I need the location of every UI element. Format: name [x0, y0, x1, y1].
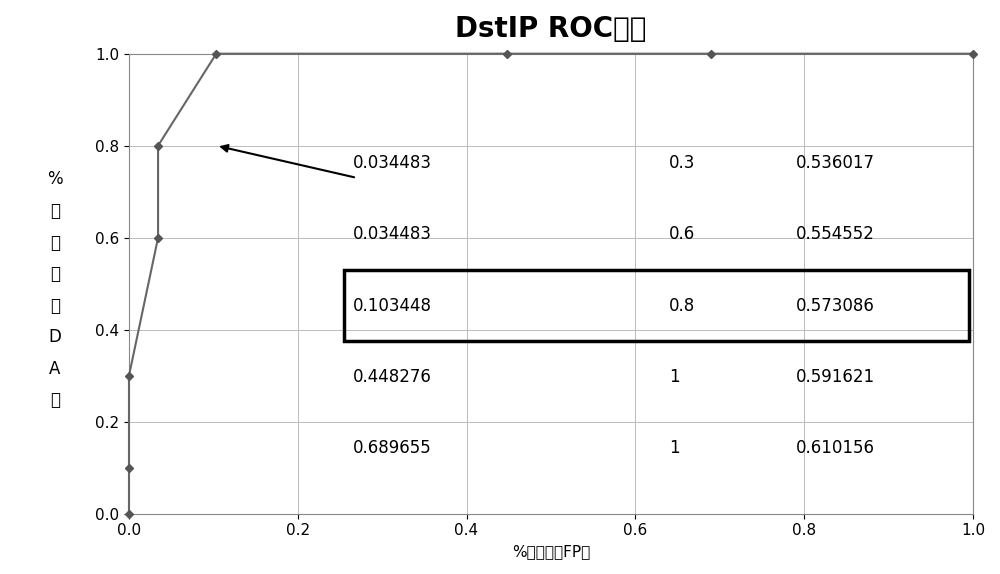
Text: 0.536017: 0.536017: [796, 154, 875, 172]
Text: 0.610156: 0.610156: [796, 439, 875, 457]
Text: 0.689655: 0.689655: [353, 439, 431, 457]
Text: （: （: [50, 297, 60, 315]
Text: 率: 率: [50, 265, 60, 283]
Text: %: %: [47, 170, 63, 188]
Text: 检: 检: [50, 202, 60, 220]
Text: 0.591621: 0.591621: [796, 368, 875, 386]
Text: 测: 测: [50, 234, 60, 251]
Text: 1: 1: [669, 368, 680, 386]
Text: 0.034483: 0.034483: [353, 225, 432, 243]
Title: DstIP ROC曲线: DstIP ROC曲线: [455, 15, 647, 43]
Text: 0.554552: 0.554552: [796, 225, 875, 243]
Text: 0.448276: 0.448276: [353, 368, 431, 386]
Text: ）: ）: [50, 391, 60, 409]
Text: 0.034483: 0.034483: [353, 154, 432, 172]
Text: 1: 1: [669, 439, 680, 457]
Text: 0.8: 0.8: [669, 297, 695, 315]
Text: 0.6: 0.6: [669, 225, 695, 243]
Text: 0.3: 0.3: [669, 154, 695, 172]
Text: D: D: [49, 328, 61, 346]
Text: 0.103448: 0.103448: [353, 297, 432, 315]
Text: A: A: [49, 360, 61, 378]
Text: 0.573086: 0.573086: [796, 297, 875, 315]
X-axis label: %虚警率（FP）: %虚警率（FP）: [512, 544, 590, 559]
